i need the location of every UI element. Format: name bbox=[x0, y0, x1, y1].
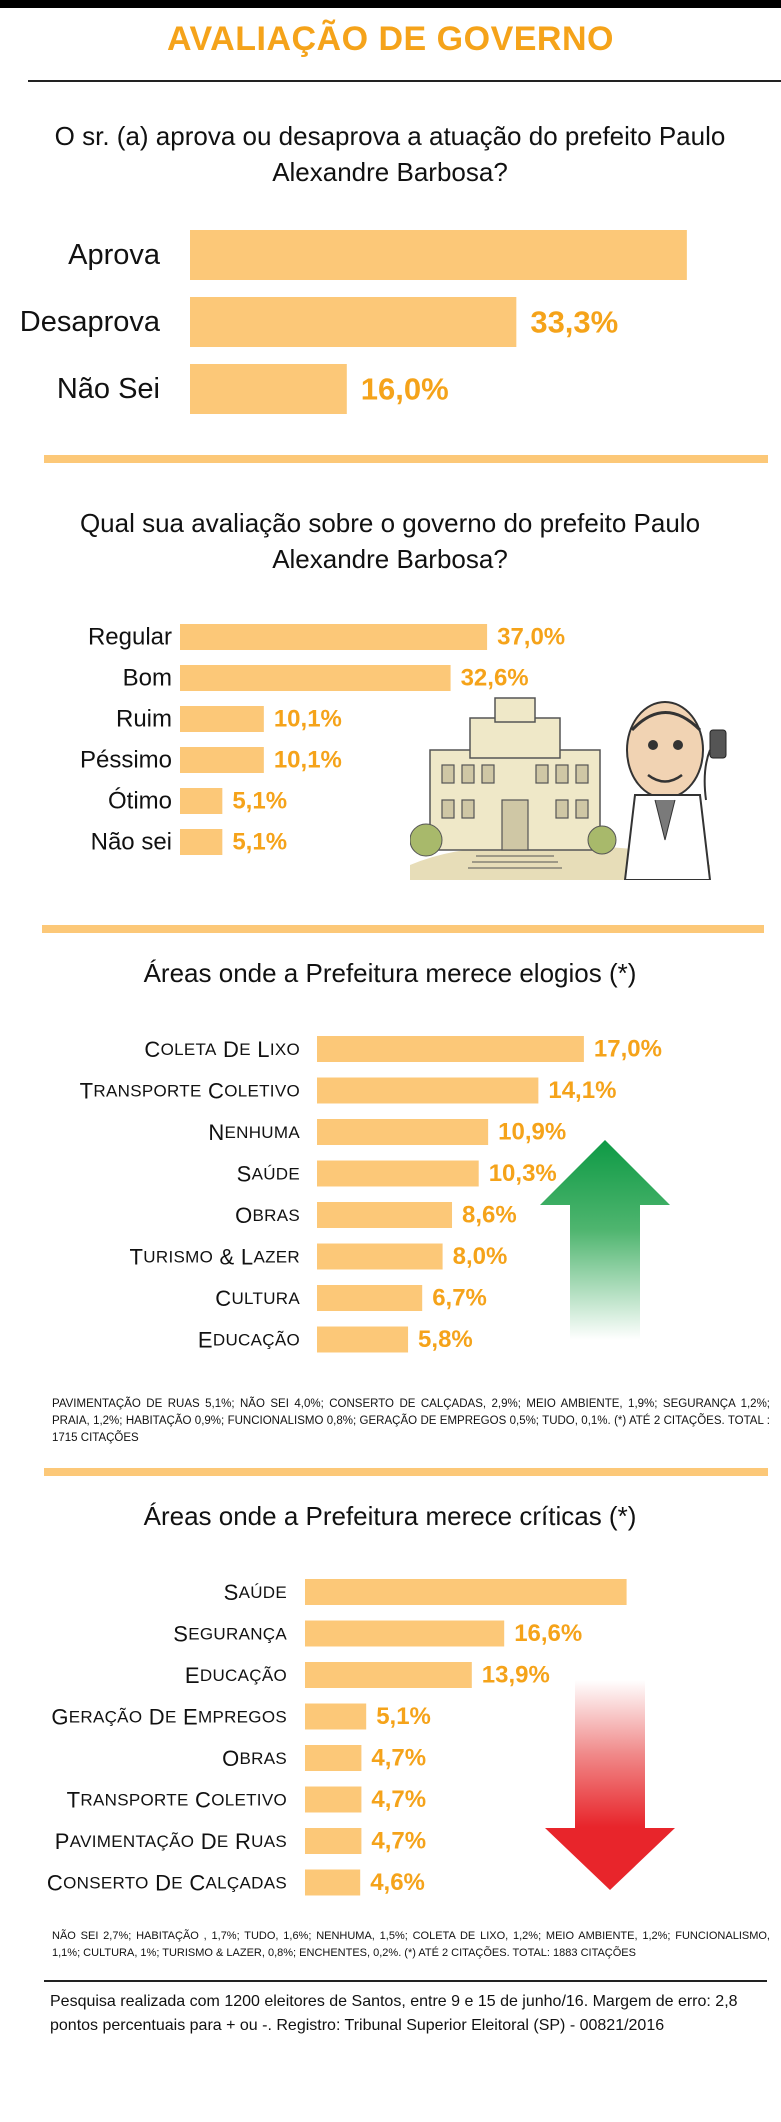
evaluation-question: Qual sua avaliação sobre o governo do pr… bbox=[79, 508, 701, 574]
bar-pessimo bbox=[180, 747, 264, 773]
category-label-coleta-de-lixo: COLETA DE LIXO bbox=[144, 1037, 300, 1062]
section-divider-2 bbox=[42, 925, 764, 933]
bar-otimo bbox=[180, 788, 223, 814]
section-divider-1 bbox=[44, 455, 768, 463]
value-label-otimo: 5,1% bbox=[232, 788, 287, 815]
value-label-obras: 8,6% bbox=[462, 1202, 517, 1229]
category-label-conserto-de-calcadas: CONSERTO DE CALÇADAS bbox=[47, 1870, 287, 1895]
red-down-arrow-icon bbox=[545, 1680, 675, 1890]
category-label-pessimo: Péssimo bbox=[80, 747, 172, 774]
category-label-cultura: CULTURA bbox=[215, 1286, 300, 1311]
bar-bom bbox=[180, 665, 451, 691]
bar-ruim bbox=[180, 706, 264, 732]
category-label-nenhuma: NENHUMA bbox=[208, 1120, 300, 1145]
bar-obras bbox=[305, 1745, 362, 1771]
criticism-chart: SAÚDE SEGURANÇA 16,6% EDUCAÇÃO 13,9% GERAÇÃO … bbox=[0, 1568, 781, 1908]
category-label-educacao: EDUCAÇÃO bbox=[185, 1663, 287, 1688]
approval-question: O sr. (a) aprova ou desaprova a atuação … bbox=[54, 121, 726, 187]
bar-turismo-lazer bbox=[317, 1243, 443, 1270]
category-label-geracao-de-empregos: GERAÇÃO DE EMPREGOS bbox=[51, 1704, 287, 1729]
approval-chart: Aprova Desaprova 33,3% Não Sei 16,0% bbox=[0, 226, 781, 426]
criticism-chart-svg: SAÚDE SEGURANÇA 16,6% EDUCAÇÃO 13,9% GERAÇÃO … bbox=[47, 1579, 627, 1896]
praise-chart: COLETA DE LIXO 17,0% TRANSPORTE COLETIVO 14… bbox=[0, 1025, 781, 1365]
city-hall-caricature-illustration bbox=[410, 697, 727, 880]
bar-cultura bbox=[317, 1285, 423, 1311]
value-label-nao-sei: 5,1% bbox=[232, 829, 287, 856]
value-label-pavimentacao-de-ruas: 4,7% bbox=[371, 1828, 426, 1855]
value-label-coleta-de-lixo: 17,0% bbox=[594, 1036, 662, 1063]
value-label-obras: 4,7% bbox=[371, 1745, 426, 1772]
category-label-otimo: Ótimo bbox=[108, 788, 172, 815]
bar-coleta-de-lixo bbox=[317, 1036, 584, 1062]
section-divider-3 bbox=[44, 1468, 768, 1476]
praise-question: Áreas onde a Prefeitura merece elogios (… bbox=[143, 958, 637, 988]
bar-desaprova bbox=[190, 297, 517, 347]
value-label-cultura: 6,7% bbox=[432, 1285, 487, 1312]
bar-saude bbox=[305, 1579, 627, 1605]
bar-transporte-coletivo bbox=[317, 1077, 539, 1104]
praise-footnote: PAVIMENTAÇÃO DE RUAS 5,1%; NÃO SEI 4,0%;… bbox=[52, 1398, 770, 1444]
value-label-turismo-lazer: 8,0% bbox=[453, 1243, 508, 1270]
methodology-note: Pesquisa realizada com 1200 eleitores de… bbox=[50, 1993, 738, 2034]
footer-divider bbox=[44, 1980, 767, 1982]
value-label-bom: 32,6% bbox=[461, 665, 529, 692]
value-label-ruim: 10,1% bbox=[274, 706, 342, 733]
bar-obras bbox=[317, 1202, 453, 1228]
approval-chart-svg: Aprova Desaprova 33,3% Não Sei 16,0% bbox=[20, 230, 687, 414]
criticism-footnote: NÃO SEI 2,7%; HABITAÇÃO , 1,7%; TUDO, 1,… bbox=[52, 1930, 770, 1959]
category-label-pavimentacao-de-ruas: PAVIMENTAÇÃO DE RUAS bbox=[55, 1829, 287, 1854]
praise-chart-svg: COLETA DE LIXO 17,0% TRANSPORTE COLETIVO 14… bbox=[80, 1036, 662, 1354]
category-label-regular: Regular bbox=[88, 624, 172, 651]
value-label-geracao-de-empregos: 5,1% bbox=[376, 1703, 431, 1730]
value-label-pessimo: 10,1% bbox=[274, 747, 342, 774]
bar-nenhuma bbox=[317, 1119, 489, 1145]
category-label-seguranca: SEGURANÇA bbox=[173, 1621, 287, 1646]
category-label-transporte-coletivo: TRANSPORTE COLETIVO bbox=[67, 1787, 287, 1812]
value-label-nao-sei: 16,0% bbox=[361, 372, 449, 407]
evaluation-chart: Regular 37,0% Bom 32,6% Ruim 10,1% Péssimo 10,1… bbox=[0, 620, 781, 870]
category-label-turismo-lazer: TURISMO & LAZER bbox=[130, 1244, 300, 1269]
value-label-nenhuma: 10,9% bbox=[498, 1119, 566, 1146]
title-divider bbox=[28, 80, 781, 82]
category-label-bom: Bom bbox=[123, 665, 172, 692]
bar-seguranca bbox=[305, 1620, 505, 1647]
bar-conserto-de-calcadas bbox=[305, 1869, 361, 1896]
category-label-ruim: Ruim bbox=[116, 706, 172, 733]
value-label-desaprova: 33,3% bbox=[530, 305, 618, 340]
category-label-saude: SAÚDE bbox=[237, 1161, 300, 1186]
bar-saude bbox=[317, 1160, 479, 1187]
value-label-seguranca: 16,6% bbox=[514, 1620, 582, 1647]
bar-nao-sei bbox=[180, 829, 223, 855]
green-up-arrow-icon bbox=[540, 1140, 670, 1340]
top-black-bar bbox=[0, 0, 781, 8]
value-label-conserto-de-calcadas: 4,6% bbox=[370, 1869, 425, 1896]
evaluation-chart-svg: Regular 37,0% Bom 32,6% Ruim 10,1% Péssimo 10,1… bbox=[80, 624, 565, 856]
category-label-aprova: Aprova bbox=[68, 239, 161, 271]
criticism-question: Áreas onde a Prefeitura merece críticas … bbox=[143, 1501, 637, 1531]
bar-geracao-de-empregos bbox=[305, 1703, 367, 1730]
bar-transporte-coletivo bbox=[305, 1786, 362, 1813]
value-label-transporte-coletivo: 4,7% bbox=[371, 1786, 426, 1813]
category-label-obras: OBRAS bbox=[235, 1203, 300, 1228]
bar-regular bbox=[180, 624, 488, 650]
category-label-nao-sei: Não Sei bbox=[57, 373, 160, 405]
value-label-transporte-coletivo: 14,1% bbox=[548, 1077, 616, 1104]
page-title: AVALIAÇÃO DE GOVERNO bbox=[167, 20, 614, 58]
category-label-educacao: EDUCAÇÃO bbox=[198, 1327, 300, 1352]
category-label-saude: SAÚDE bbox=[224, 1580, 287, 1605]
value-label-regular: 37,0% bbox=[497, 624, 565, 651]
category-label-desaprova: Desaprova bbox=[20, 306, 161, 338]
value-label-educacao: 13,9% bbox=[482, 1662, 550, 1689]
category-label-obras: OBRAS bbox=[222, 1746, 287, 1771]
bar-nao-sei bbox=[190, 364, 347, 414]
category-label-transporte-coletivo: TRANSPORTE COLETIVO bbox=[80, 1078, 300, 1103]
value-label-educacao: 5,8% bbox=[418, 1326, 473, 1353]
bar-educacao bbox=[305, 1662, 472, 1688]
bar-aprova bbox=[190, 230, 687, 280]
bar-pavimentacao-de-ruas bbox=[305, 1828, 362, 1854]
category-label-nao-sei: Não sei bbox=[91, 829, 172, 856]
value-label-saude: 10,3% bbox=[489, 1160, 557, 1187]
bar-educacao bbox=[317, 1326, 409, 1353]
